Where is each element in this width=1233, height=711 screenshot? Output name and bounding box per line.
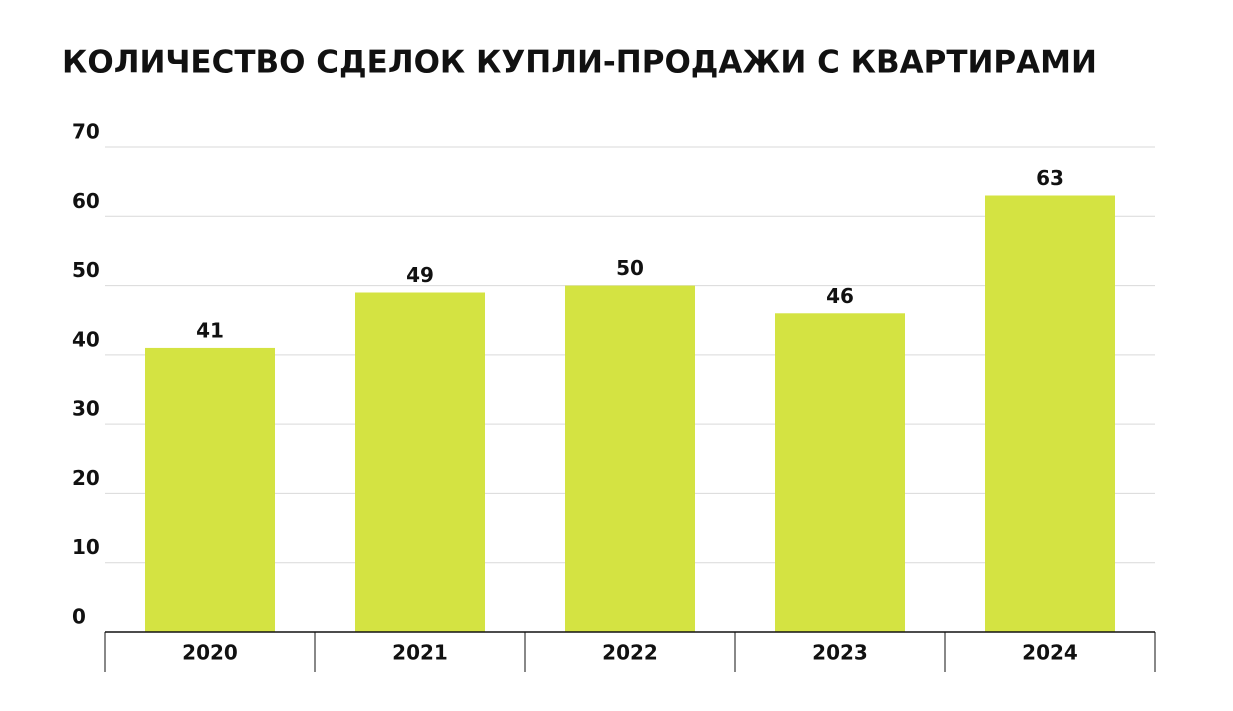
- x-tick-label: 2021: [392, 641, 448, 665]
- bar: [355, 292, 485, 632]
- x-tick-label: 2020: [182, 641, 238, 665]
- y-tick-label: 10: [72, 535, 100, 559]
- data-label: 50: [616, 256, 644, 280]
- data-label: 46: [826, 284, 854, 308]
- y-tick-label: 0: [72, 605, 86, 629]
- y-tick-label: 50: [72, 258, 100, 282]
- bar: [775, 313, 905, 632]
- y-tick-label: 70: [72, 120, 100, 144]
- bar: [145, 347, 275, 632]
- chart-title: КОЛИЧЕСТВО СДЕЛОК КУПЛИ-ПРОДАЖИ С КВАРТИ…: [62, 45, 1097, 81]
- bar: [565, 285, 695, 632]
- data-label: 41: [196, 318, 224, 342]
- x-tick-label: 2023: [812, 641, 868, 665]
- y-tick-label: 20: [72, 466, 100, 490]
- data-label: 49: [406, 263, 434, 287]
- bar: [985, 195, 1115, 632]
- x-tick-label: 2022: [602, 641, 658, 665]
- data-label: 63: [1036, 166, 1064, 190]
- y-tick-label: 60: [72, 189, 100, 213]
- x-tick-label: 2024: [1022, 641, 1078, 665]
- y-tick-label: 40: [72, 327, 100, 351]
- y-tick-label: 30: [72, 397, 100, 421]
